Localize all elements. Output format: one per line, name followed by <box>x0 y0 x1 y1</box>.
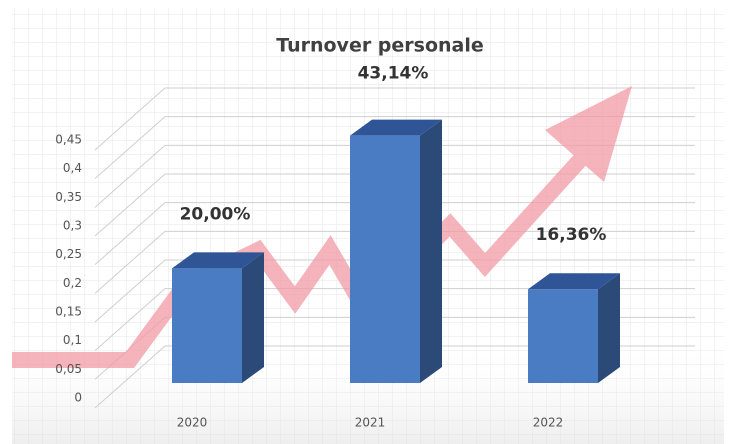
x-tick-label: 2022 <box>533 416 564 430</box>
bar <box>528 289 598 383</box>
data-label: 43,14% <box>358 64 429 84</box>
y-tick-label: 0 <box>74 391 82 405</box>
trend-arrow <box>12 86 632 368</box>
data-label: 20,00% <box>180 204 251 224</box>
grid-line <box>94 202 695 266</box>
x-tick-label: 2021 <box>355 416 386 430</box>
bar-side <box>420 119 442 383</box>
bar-side <box>242 252 264 383</box>
y-tick-label: 0,35 <box>55 190 82 204</box>
x-tick-label: 2020 <box>177 416 208 430</box>
bar <box>350 135 420 383</box>
y-tick-label: 0,1 <box>63 333 82 347</box>
bar-side <box>598 273 620 383</box>
grid-line <box>94 173 695 237</box>
y-tick-label: 0,2 <box>63 276 82 290</box>
bar-top <box>350 119 442 136</box>
bar <box>172 268 242 383</box>
y-tick-label: 0,15 <box>55 305 82 319</box>
grid-line <box>94 345 695 409</box>
grid-line <box>94 116 695 180</box>
grid-line <box>94 288 695 352</box>
chart-title: Turnover personale <box>276 35 484 57</box>
y-tick-label: 0,4 <box>63 161 82 175</box>
grid-line <box>94 259 695 323</box>
bar-top <box>528 273 620 290</box>
bar-top <box>172 252 264 269</box>
y-tick-label: 0,05 <box>55 362 82 376</box>
y-tick-label: 0,45 <box>55 133 82 147</box>
data-label: 16,36% <box>536 225 607 245</box>
grid-line <box>94 144 695 208</box>
grid-line <box>94 87 695 151</box>
y-tick-label: 0,3 <box>63 219 82 233</box>
y-tick-label: 0,25 <box>55 247 82 261</box>
